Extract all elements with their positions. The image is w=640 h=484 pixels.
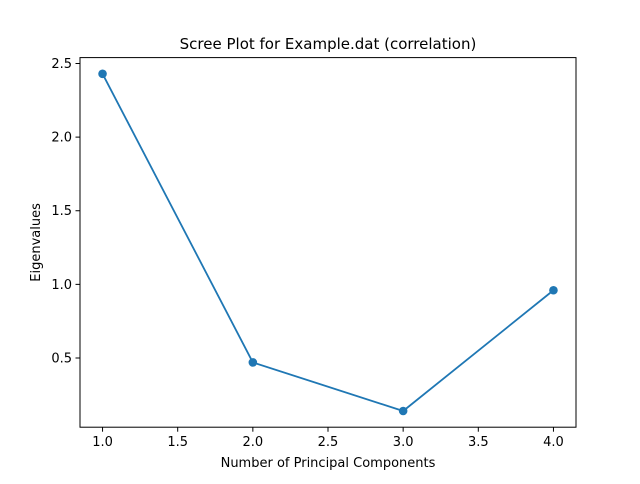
plot-area: 1.0 1.5 2.0 2.5 3.0 3.5 4.0 0.5 1.0 1.5 2.0 2.5 bbox=[51, 57, 577, 450]
data-point bbox=[549, 285, 558, 295]
y-tick-label: 0.5 bbox=[51, 351, 72, 366]
x-axis-ticks: 1.0 1.5 2.0 2.5 3.0 3.5 4.0 bbox=[92, 427, 564, 450]
data-point bbox=[248, 358, 258, 367]
y-axis-ticks: 0.5 1.0 1.5 2.0 2.5 bbox=[51, 57, 80, 366]
x-tick-label: 2.5 bbox=[318, 435, 339, 450]
x-tick-label: 1.0 bbox=[92, 435, 113, 450]
x-axis-label: Number of Principal Components bbox=[221, 456, 436, 471]
x-tick-label: 1.5 bbox=[167, 435, 188, 450]
series-layer bbox=[98, 69, 558, 416]
y-tick-label: 1.0 bbox=[51, 278, 72, 293]
x-tick-label: 3.5 bbox=[468, 435, 489, 450]
data-point bbox=[398, 406, 408, 416]
x-tick-label: 3.0 bbox=[393, 435, 414, 450]
y-tick-label: 2.0 bbox=[51, 131, 72, 146]
x-tick-label: 4.0 bbox=[543, 435, 564, 450]
data-point bbox=[98, 69, 107, 79]
x-tick-label: 2.0 bbox=[243, 435, 264, 450]
series-line bbox=[101, 72, 555, 412]
y-tick-label: 1.5 bbox=[51, 204, 72, 219]
y-tick-label: 2.5 bbox=[51, 57, 72, 72]
plot-frame bbox=[79, 57, 577, 428]
chart-title: Scree Plot for Example.dat (correlation) bbox=[180, 35, 477, 53]
y-axis-label: Eigenvalues bbox=[29, 203, 44, 282]
